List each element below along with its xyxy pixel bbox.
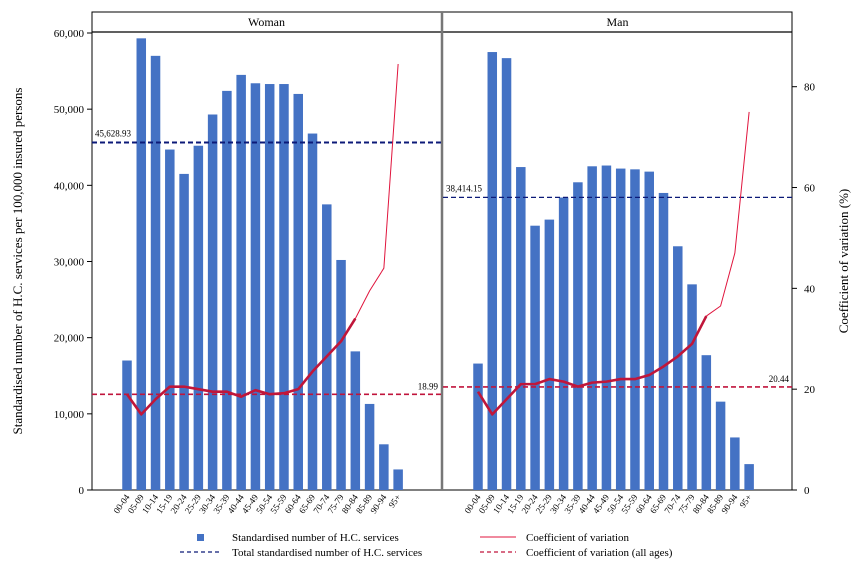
bar <box>264 84 275 490</box>
y-axis-label: Standardised number of H.C. services per… <box>10 88 25 435</box>
bar <box>336 259 346 490</box>
cv-line-thin <box>706 111 750 317</box>
y-tick-label: 40,000 <box>54 180 85 192</box>
x-tick-label: 95+ <box>738 492 754 509</box>
bar <box>715 401 726 490</box>
bar <box>573 182 583 490</box>
bar <box>150 55 161 490</box>
legend-label-total: Total standardised number of H.C. servic… <box>232 547 422 559</box>
bar <box>179 173 189 491</box>
x-tick-label: 95+ <box>387 492 403 509</box>
bar <box>730 437 740 490</box>
bar <box>701 355 712 490</box>
bar <box>530 225 540 490</box>
bar <box>165 149 175 490</box>
bar <box>544 219 555 490</box>
bar <box>658 192 669 490</box>
y2-axis-label: Coefficient of variation (%) <box>836 189 851 334</box>
legend-label-bars: Standardised number of H.C. services <box>232 532 399 544</box>
y-tick-label: 0 <box>79 485 85 497</box>
bar <box>644 171 654 490</box>
y2-tick-label: 20 <box>804 384 816 396</box>
y-tick-label: 50,000 <box>54 104 85 116</box>
bar <box>236 74 246 491</box>
legend-label-cv-all: Coefficient of variation (all ages) <box>526 547 673 559</box>
bar <box>364 403 375 490</box>
cv-all-label: 20.44 <box>769 374 790 384</box>
bar <box>307 133 318 491</box>
bar <box>501 58 512 490</box>
y2-tick-label: 0 <box>804 485 810 497</box>
panel-title-man: Man <box>607 15 629 29</box>
cv-line <box>125 317 357 416</box>
bar <box>250 83 261 491</box>
bar <box>122 360 132 490</box>
bar <box>322 204 332 490</box>
cv-line-thin <box>354 63 399 319</box>
y2-tick-label: 80 <box>804 82 816 94</box>
bar <box>207 114 218 490</box>
total-label: 38,414.15 <box>446 183 483 193</box>
legend-marker-bars <box>197 534 204 541</box>
panel-title-woman: Woman <box>248 15 285 29</box>
bar <box>473 363 483 490</box>
total-label: 45,628.93 <box>95 128 132 138</box>
cv-all-label: 18.99 <box>418 381 439 391</box>
y2-tick-label: 40 <box>804 283 816 295</box>
y2-tick-label: 60 <box>804 183 816 195</box>
bar <box>587 166 597 490</box>
bar <box>293 93 303 490</box>
bar <box>744 464 754 490</box>
legend-label-cv: Coefficient of variation <box>526 532 630 544</box>
bar <box>393 469 403 490</box>
bar <box>279 84 289 490</box>
bar <box>487 52 498 491</box>
bar <box>516 167 526 490</box>
bar <box>558 197 569 490</box>
bar <box>379 444 389 490</box>
bar <box>630 169 640 491</box>
bar <box>601 165 612 490</box>
bar <box>673 246 683 490</box>
bar <box>136 38 147 490</box>
y-tick-label: 30,000 <box>54 257 85 269</box>
bar <box>350 351 361 490</box>
y-tick-label: 10,000 <box>54 409 85 421</box>
bar <box>222 90 232 491</box>
bar <box>615 168 626 490</box>
bar <box>193 145 204 490</box>
cv-line <box>476 315 708 416</box>
y-tick-label: 20,000 <box>54 333 85 345</box>
y-tick-label: 60,000 <box>54 28 85 40</box>
